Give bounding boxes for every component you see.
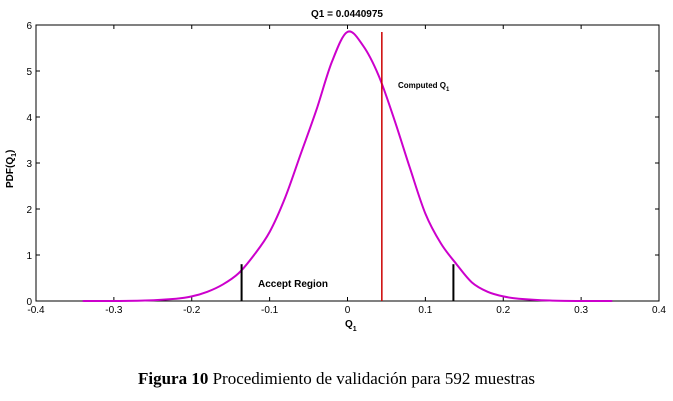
y-axis-label-main: PDF(Q	[5, 157, 16, 188]
chart-title: Q1 = 0.0440975	[311, 9, 383, 20]
y-axis-label: PDF(Q1)	[5, 150, 18, 188]
x-tick-label: 0.4	[652, 305, 666, 316]
x-tick-label: -0.2	[183, 305, 201, 316]
x-tick-label: -0.4	[27, 305, 45, 316]
figure-caption: Figura 10 Procedimiento de validación pa…	[0, 369, 673, 389]
y-tick-label: 1	[26, 251, 32, 262]
plot-area	[35, 24, 660, 302]
computed-q1-label: Computed Q1	[398, 81, 450, 93]
y-tick-label: 3	[26, 159, 32, 170]
x-tick-label: -0.3	[105, 305, 123, 316]
x-tick-label: 0.3	[574, 305, 588, 316]
caption-text: Procedimiento de validación para 592 mue…	[208, 369, 536, 388]
x-tick-label: 0.1	[418, 305, 432, 316]
x-axis-label-sub: 1	[353, 326, 357, 333]
y-tick-label: 0	[26, 297, 32, 308]
x-tick-label: -0.1	[261, 305, 279, 316]
pdf-curve	[82, 30, 613, 303]
x-tick-label: 0.2	[496, 305, 510, 316]
x-tick-label: 0	[345, 305, 351, 316]
y-axis-ticks: 0 1 2 3 4 5 6	[26, 21, 659, 308]
caption-bold: Figura 10	[137, 369, 209, 388]
computed-q1-label-main: Computed Q	[398, 81, 446, 90]
series-layer	[82, 30, 613, 303]
markers-layer	[240, 32, 455, 301]
computed-q1-label-sub: 1	[446, 87, 450, 93]
x-axis-label: Q1	[345, 319, 357, 333]
x-axis-ticks: -0.4 -0.3 -0.2 -0.1 0 0.1 0.2 0.3 0.4	[27, 25, 666, 316]
y-axis-label-close: )	[5, 150, 16, 153]
y-tick-label: 2	[26, 205, 32, 216]
y-axis-label-sub: 1	[11, 153, 18, 157]
y-tick-label: 4	[26, 113, 32, 124]
accept-region-label: Accept Region	[258, 279, 328, 290]
x-axis-label-main: Q	[345, 319, 353, 330]
y-tick-label: 6	[26, 21, 32, 32]
y-tick-label: 5	[26, 67, 32, 78]
